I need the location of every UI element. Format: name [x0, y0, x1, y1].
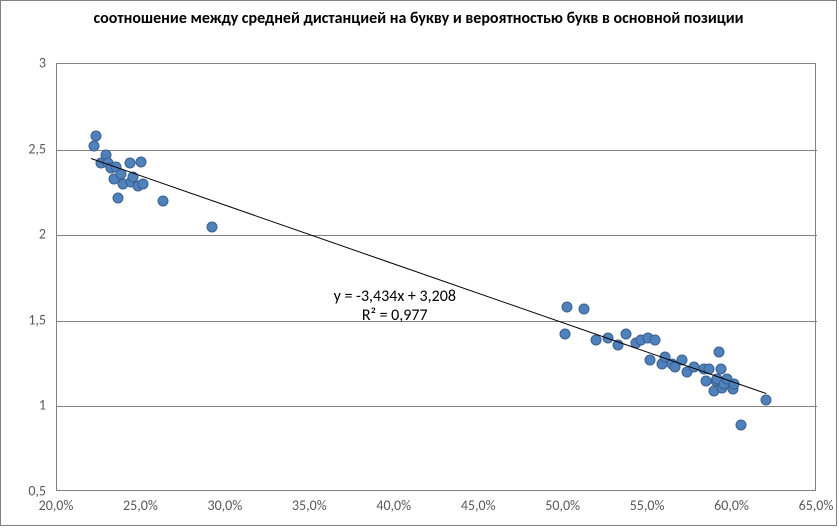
gridline-y	[57, 235, 817, 236]
x-tick-label: 50,0%	[545, 497, 580, 514]
x-tick-label: 45,0%	[461, 497, 496, 514]
scatter-point	[158, 195, 169, 206]
y-tick-label: 1,5	[28, 311, 46, 328]
x-tick-label: 35,0%	[292, 497, 327, 514]
plot-area: y = -3,434x + 3,208R² = 0,977	[56, 63, 816, 491]
trendline-equation: y = -3,434x + 3,208	[334, 287, 456, 306]
scatter-point	[136, 156, 147, 167]
scatter-point	[736, 420, 747, 431]
scatter-point	[138, 178, 149, 189]
gridline-y	[57, 406, 817, 407]
y-tick-label: 2	[39, 226, 46, 243]
scatter-point	[621, 329, 632, 340]
chart-title: соотношение между средней дистанцией на …	[1, 9, 836, 29]
scatter-point	[207, 221, 218, 232]
x-tick-label: 30,0%	[207, 497, 242, 514]
scatter-point	[761, 394, 772, 405]
y-tick-label: 2,5	[28, 140, 46, 157]
x-tick-label: 55,0%	[630, 497, 665, 514]
y-tick-label: 3	[39, 55, 46, 72]
trendline-r2: R² = 0,977	[334, 306, 456, 325]
gridline-y	[57, 150, 817, 151]
x-tick-label: 65,0%	[799, 497, 834, 514]
scatter-point	[714, 346, 725, 357]
scatter-point	[89, 141, 100, 152]
trendline	[91, 158, 767, 394]
scatter-point	[90, 130, 101, 141]
y-tick-label: 1	[39, 397, 46, 414]
scatter-point	[649, 334, 660, 345]
x-tick-label: 25,0%	[123, 497, 158, 514]
scatter-point	[560, 329, 571, 340]
scatter-point	[644, 355, 655, 366]
scatter-point	[562, 302, 573, 313]
scatter-point	[112, 192, 123, 203]
x-tick-label: 20,0%	[39, 497, 74, 514]
trendline-annotation: y = -3,434x + 3,208R² = 0,977	[334, 287, 456, 325]
scatter-point	[715, 363, 726, 374]
scatter-point	[578, 303, 589, 314]
chart-frame: соотношение между средней дистанцией на …	[0, 0, 837, 526]
x-tick-label: 60,0%	[714, 497, 749, 514]
scatter-point	[124, 158, 135, 169]
x-tick-label: 40,0%	[376, 497, 411, 514]
